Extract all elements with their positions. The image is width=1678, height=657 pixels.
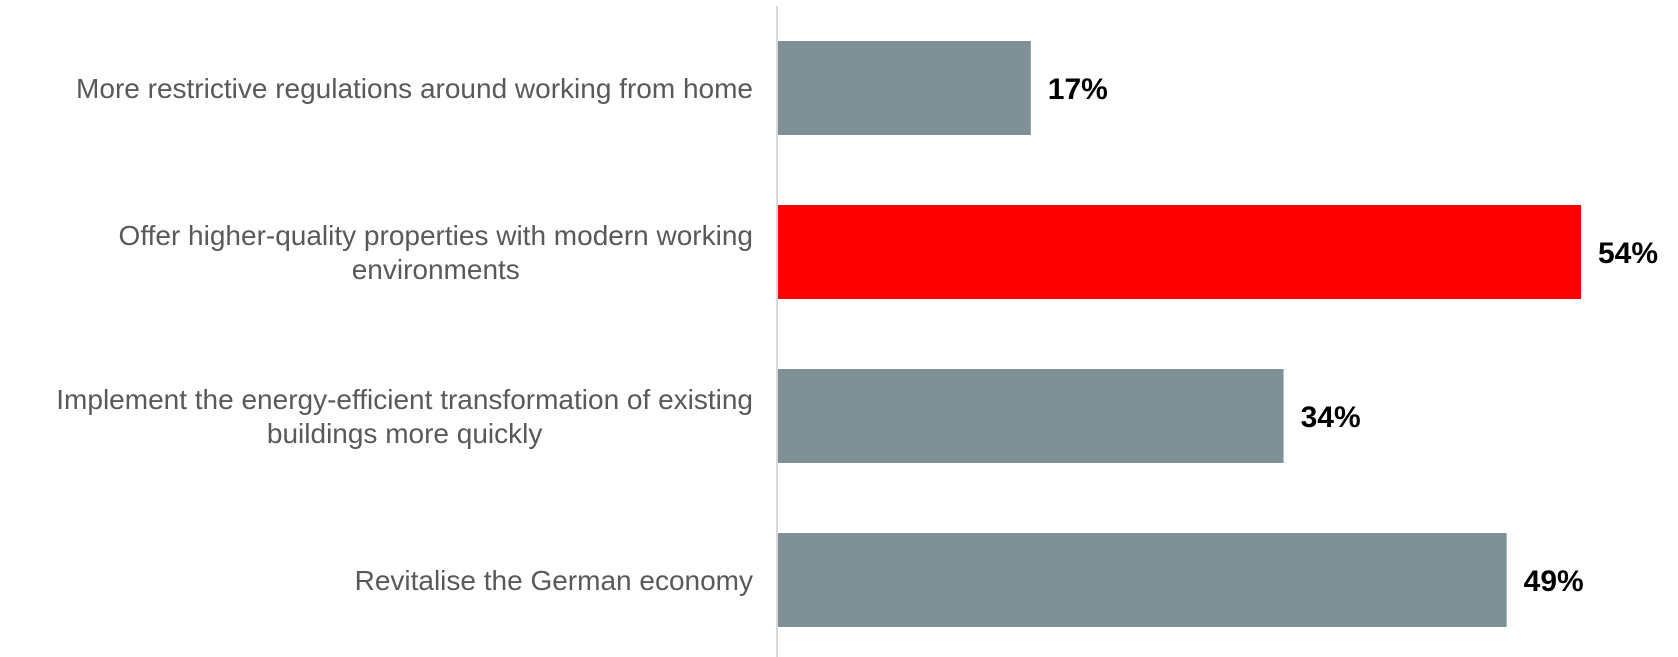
bar-3 bbox=[778, 369, 1284, 463]
category-label-2: Offer higher-quality properties with mod… bbox=[119, 220, 753, 285]
category-label-line: Offer higher-quality properties with mod… bbox=[119, 220, 753, 251]
category-label-3: Implement the energy-efficient transform… bbox=[56, 384, 753, 449]
category-label-line: Revitalise the German economy bbox=[355, 565, 753, 596]
category-label-line: buildings more quickly bbox=[267, 418, 542, 449]
value-label-2: 54% bbox=[1598, 237, 1658, 270]
bar-1 bbox=[778, 41, 1031, 135]
bar-4 bbox=[778, 533, 1507, 627]
category-label-line: More restrictive regulations around work… bbox=[76, 73, 753, 104]
bar-2 bbox=[778, 205, 1581, 299]
category-label-4: Revitalise the German economy bbox=[355, 565, 753, 596]
category-label-line: environments bbox=[352, 254, 520, 285]
value-label-4: 49% bbox=[1524, 565, 1584, 598]
category-label-line: Implement the energy-efficient transform… bbox=[56, 384, 753, 415]
category-label-1: More restrictive regulations around work… bbox=[76, 73, 753, 104]
value-label-1: 17% bbox=[1048, 73, 1108, 106]
value-label-3: 34% bbox=[1301, 401, 1361, 434]
